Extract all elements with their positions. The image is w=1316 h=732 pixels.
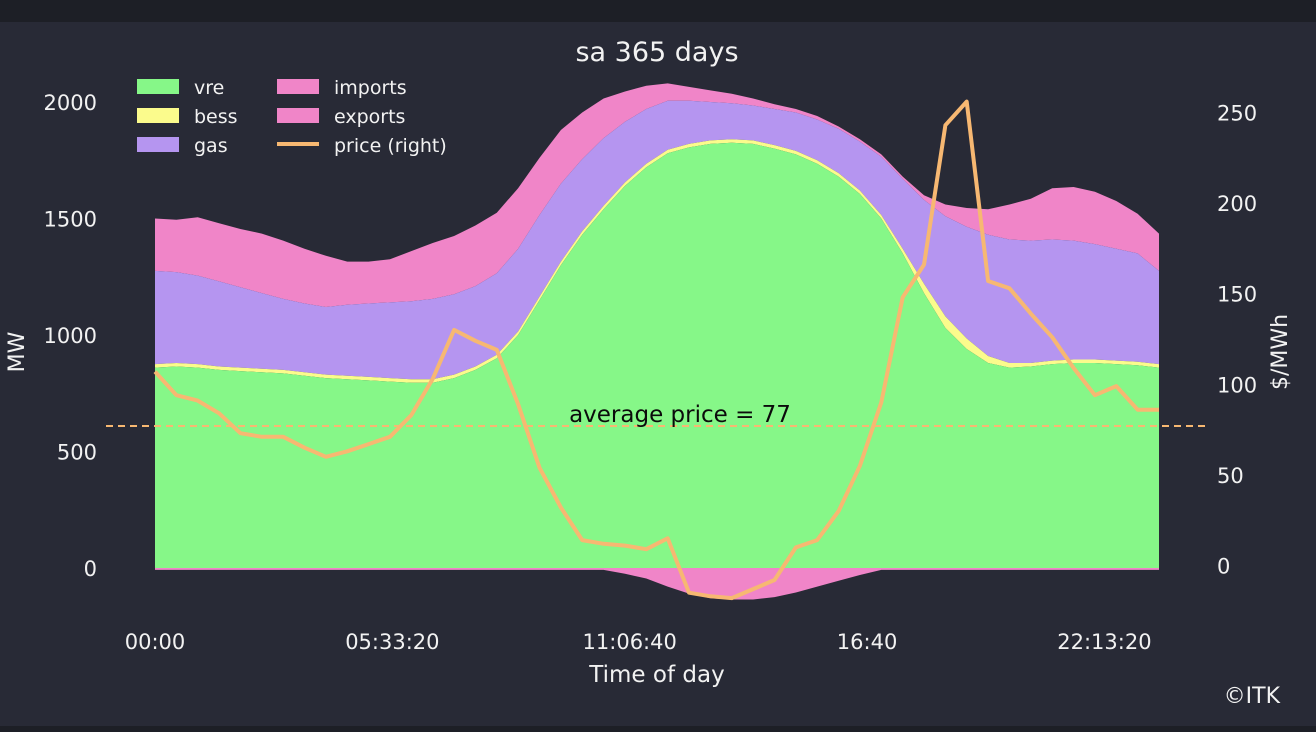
y-axis-left: 0 500 1000 1500 2000 [44, 91, 97, 581]
y2-tick-label: 250 [1217, 102, 1257, 126]
x-tick-label: 22:13:20 [1057, 630, 1151, 654]
y-tick-label: 2000 [44, 91, 97, 115]
imports-area [155, 83, 1159, 308]
y-axis-label: MW [5, 331, 30, 372]
legend-label: vre [194, 77, 224, 99]
legend-label: gas [194, 135, 228, 157]
y2-tick-label: 100 [1217, 373, 1257, 397]
y-tick-label: 1500 [44, 208, 97, 232]
copyright-label: ©ITK [1224, 684, 1281, 709]
legend-label: price (right) [334, 135, 447, 157]
y-axis-right-label: $/MWh [1268, 314, 1293, 390]
legend-swatch-exports [277, 108, 319, 123]
legend-swatch-vre [137, 79, 179, 94]
y2-tick-label: 0 [1217, 555, 1230, 579]
y2-tick-label: 50 [1217, 464, 1244, 488]
gas-area [155, 100, 1159, 380]
stacked-areas [155, 83, 1159, 600]
legend: vre bess gas imports exports price (right) [137, 77, 447, 157]
average-price-label: average price = 77 [569, 402, 791, 428]
y2-tick-label: 150 [1217, 283, 1257, 307]
y-tick-label: 1000 [44, 324, 97, 348]
legend-label: exports [334, 106, 405, 128]
price-line-group [153, 99, 1159, 601]
chart-canvas: sa 365 days 0 500 1000 1500 2000 0 50 100 150 20… [5, 37, 1293, 709]
x-tick-label: 16:40 [837, 630, 898, 654]
legend-swatch-imports [277, 79, 319, 94]
legend-swatch-gas [137, 137, 179, 152]
exports-area [155, 568, 1159, 600]
y-tick-label: 500 [57, 441, 97, 465]
x-axis: 00:00 05:33:20 11:06:40 16:40 22:13:20 [125, 630, 1152, 654]
chart-title: sa 365 days [575, 37, 738, 68]
legend-label: imports [334, 77, 407, 99]
y2-tick-label: 200 [1217, 192, 1257, 216]
x-tick-label: 05:33:20 [345, 630, 439, 654]
y-tick-label: 0 [84, 557, 97, 581]
vre-area [155, 142, 1159, 569]
y-axis-right: 0 50 100 150 200 250 [1217, 102, 1257, 579]
legend-label: bess [194, 106, 238, 128]
x-axis-label: Time of day [588, 662, 724, 688]
x-tick-label: 11:06:40 [583, 630, 677, 654]
x-tick-label: 00:00 [125, 630, 186, 654]
chart-panel: sa 365 days 0 500 1000 1500 2000 0 50 100 150 20… [0, 22, 1316, 726]
price-line [153, 99, 1159, 601]
legend-swatch-bess [137, 108, 179, 123]
